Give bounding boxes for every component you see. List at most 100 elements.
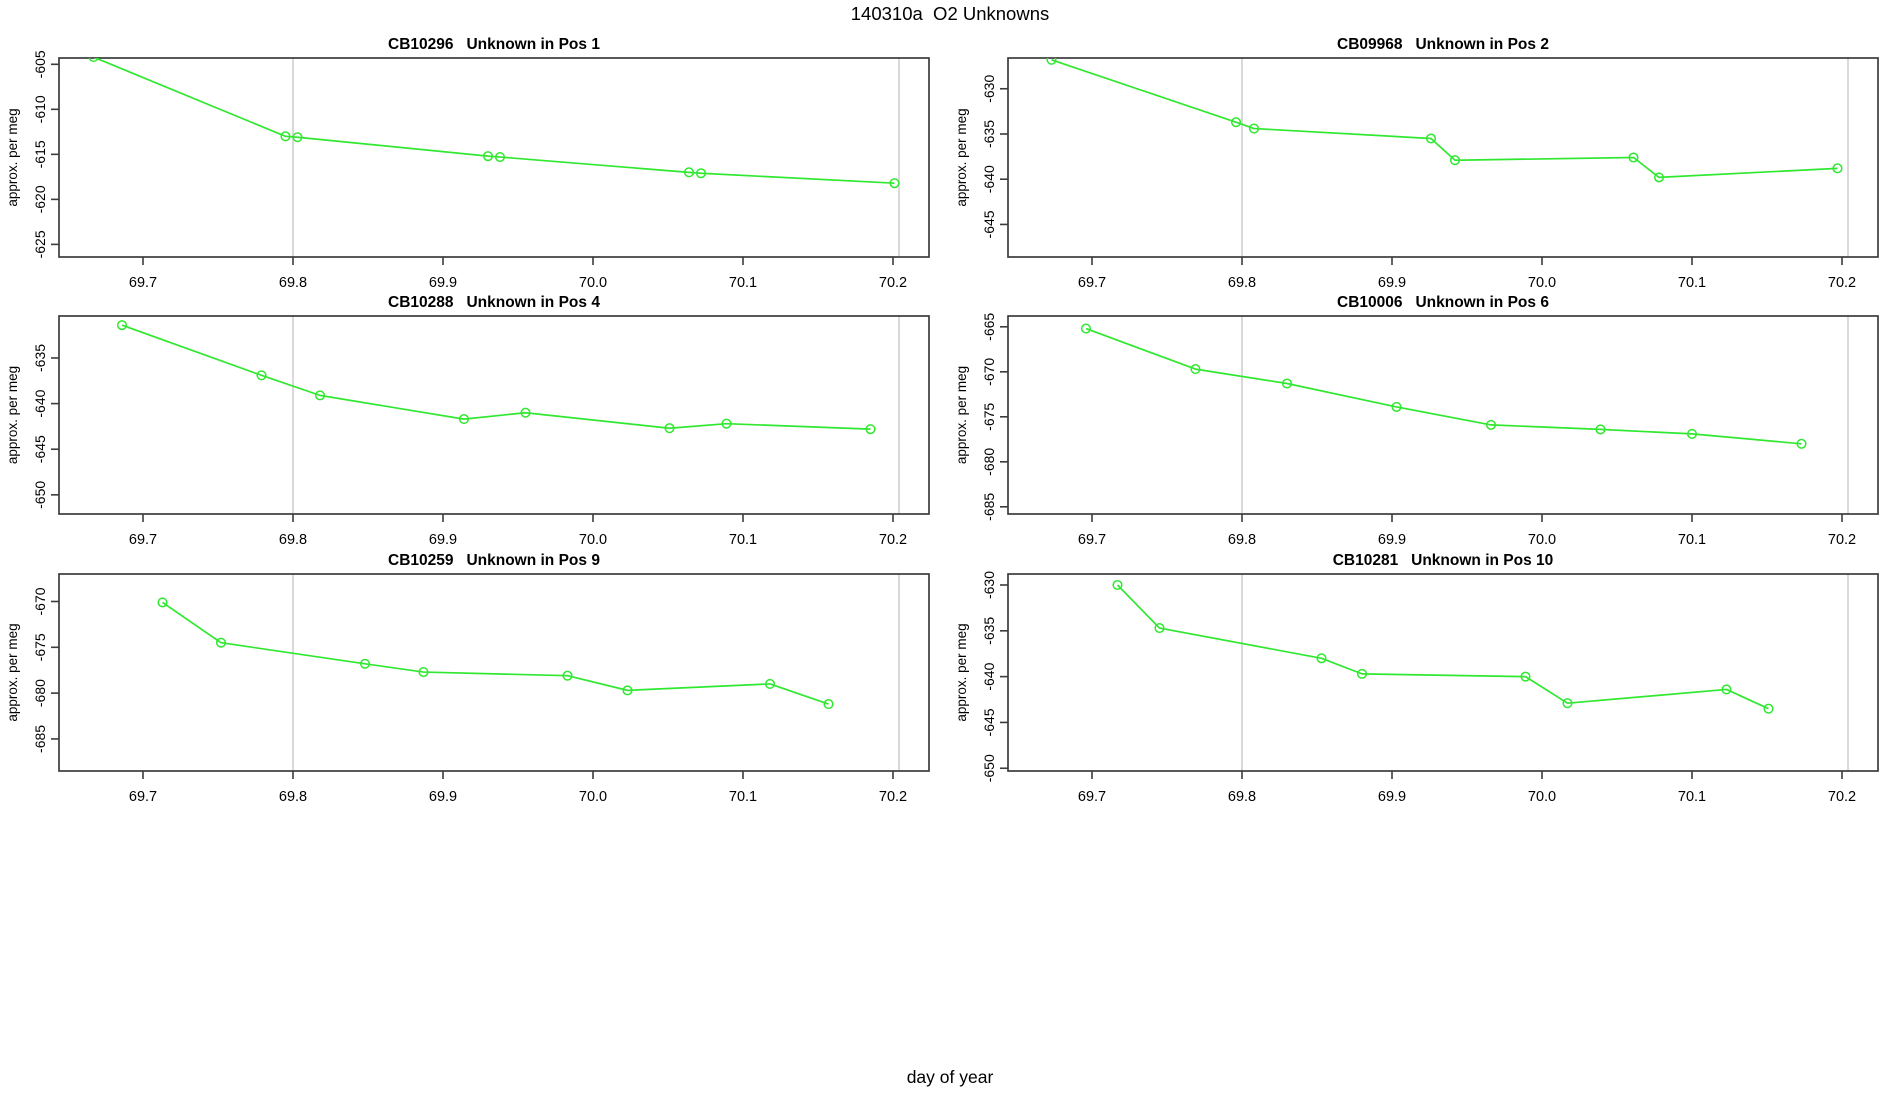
y-tick-label: -620: [32, 185, 48, 213]
data-point: [215, 637, 227, 648]
panel-border: [58, 57, 930, 258]
data-line: [1085, 327, 1802, 445]
data-point: [889, 178, 900, 189]
x-tick-label: 69.8: [279, 532, 307, 548]
data-point: [865, 424, 876, 435]
x-tick-label: 69.8: [1228, 275, 1256, 291]
y-axis-title: approx. per meg: [954, 108, 969, 206]
data-point: [280, 131, 291, 142]
data-point: [1281, 378, 1293, 389]
data-point: [1391, 401, 1402, 412]
data-point: [683, 167, 695, 178]
subplot-CB10281: -630 -635 -640 -645 -650 69.7 69.8 69.9 70.0 70.1…: [954, 552, 1879, 805]
x-tick-label: 69.7: [1078, 789, 1106, 805]
x-tick-label: 70.1: [1678, 275, 1706, 291]
subplot-CB10288: -635 -640 -645 -650 69.7 69.8 69.9 70.0 70.1 70.2…: [5, 294, 930, 548]
data-line: [1116, 584, 1769, 710]
data-point: [1425, 133, 1437, 144]
data-point: [1356, 668, 1368, 679]
data-point: [1653, 172, 1665, 183]
panel-border: [1007, 315, 1879, 515]
y-tick-label: -605: [32, 50, 48, 78]
subplot-title: CB10006 Unknown in Pos 6: [1337, 294, 1549, 311]
y-tick-label: -650: [981, 754, 997, 782]
y-tick-label: -665: [981, 313, 997, 341]
y-tick-label: -640: [981, 165, 997, 193]
y-axis-title: approx. per meg: [954, 623, 969, 721]
data-point: [721, 418, 732, 429]
y-tick-label: -645: [32, 435, 48, 463]
data-line: [93, 58, 895, 185]
x-axis-title: day of year: [907, 1067, 994, 1087]
x-tick-label: 69.9: [1378, 789, 1406, 805]
x-tick-label: 70.1: [1678, 789, 1706, 805]
data-point: [157, 597, 168, 608]
x-tick-label: 70.2: [879, 275, 907, 291]
y-tick-label: -645: [981, 210, 997, 238]
x-tick-label: 69.9: [1378, 275, 1406, 291]
x-tick-label: 70.0: [579, 789, 607, 805]
data-point: [1520, 671, 1531, 682]
subplot-title: CB10281 Unknown in Pos 10: [1333, 552, 1554, 569]
y-tick-label: -680: [981, 448, 997, 476]
data-point: [1080, 323, 1092, 334]
data-point: [418, 666, 429, 678]
data-point: [664, 423, 675, 434]
x-tick-label: 70.1: [1678, 532, 1706, 548]
x-tick-label: 70.2: [1828, 532, 1856, 548]
subplot-CB10259: -670 -675 -680 -685 69.7 69.8 69.9 70.0 70.1 70.2…: [5, 552, 930, 805]
data-point: [458, 414, 470, 425]
y-axis-title: approx. per meg: [5, 108, 20, 206]
data-point: [1562, 698, 1573, 709]
y-tick-label: -640: [981, 662, 997, 690]
data-point: [88, 58, 99, 63]
data-layer: [1112, 579, 1774, 714]
y-tick-label: -650: [32, 481, 48, 509]
subplot-title: CB10296 Unknown in Pos 1: [388, 36, 600, 53]
y-tick-label: -610: [32, 95, 48, 123]
x-tick-label: 69.8: [1228, 532, 1256, 548]
data-point: [1595, 424, 1606, 435]
x-tick-label: 70.0: [1528, 275, 1556, 291]
x-tick-label: 70.1: [729, 275, 757, 291]
y-axis-title: approx. per meg: [5, 623, 20, 721]
x-tick-label: 70.2: [1828, 789, 1856, 805]
x-tick-label: 69.9: [1378, 532, 1406, 548]
data-line: [162, 601, 829, 705]
data-point: [1832, 163, 1843, 174]
x-tick-label: 69.7: [1078, 532, 1106, 548]
panel-border: [1007, 573, 1879, 772]
data-point: [1485, 419, 1497, 430]
subplot-CB10006: -665 -670 -675 -680 -685 69.7 69.8 69.9 70.0 70.1…: [954, 294, 1879, 548]
y-tick-label: -675: [32, 633, 48, 661]
x-tick-label: 70.2: [1828, 275, 1856, 291]
data-point: [1248, 123, 1260, 134]
subplot-title: CB10259 Unknown in Pos 9: [388, 552, 600, 569]
data-point: [1046, 58, 1057, 65]
y-tick-label: -685: [32, 725, 48, 753]
data-layer: [1046, 58, 1843, 183]
x-tick-label: 69.7: [129, 532, 157, 548]
data-point: [1316, 653, 1327, 664]
y-tick-label: -635: [981, 617, 997, 645]
x-tick-label: 69.8: [279, 789, 307, 805]
y-tick-label: -670: [981, 358, 997, 386]
y-tick-label: -635: [32, 344, 48, 372]
x-tick-label: 69.7: [1078, 275, 1106, 291]
data-point: [562, 670, 573, 681]
y-tick-label: -635: [981, 120, 997, 148]
x-tick-label: 69.9: [429, 532, 457, 548]
data-point: [1796, 438, 1807, 449]
x-tick-label: 70.0: [579, 275, 607, 291]
x-tick-label: 69.8: [1228, 789, 1256, 805]
data-point: [1154, 623, 1165, 634]
x-tick-label: 69.9: [429, 275, 457, 291]
x-tick-label: 69.7: [129, 275, 157, 291]
y-tick-label: -630: [981, 75, 997, 103]
data-layer: [1080, 323, 1807, 449]
x-tick-label: 69.7: [129, 789, 157, 805]
y-axis-title: approx. per meg: [5, 366, 20, 464]
y-tick-label: -645: [981, 708, 997, 736]
x-tick-label: 70.2: [879, 789, 907, 805]
